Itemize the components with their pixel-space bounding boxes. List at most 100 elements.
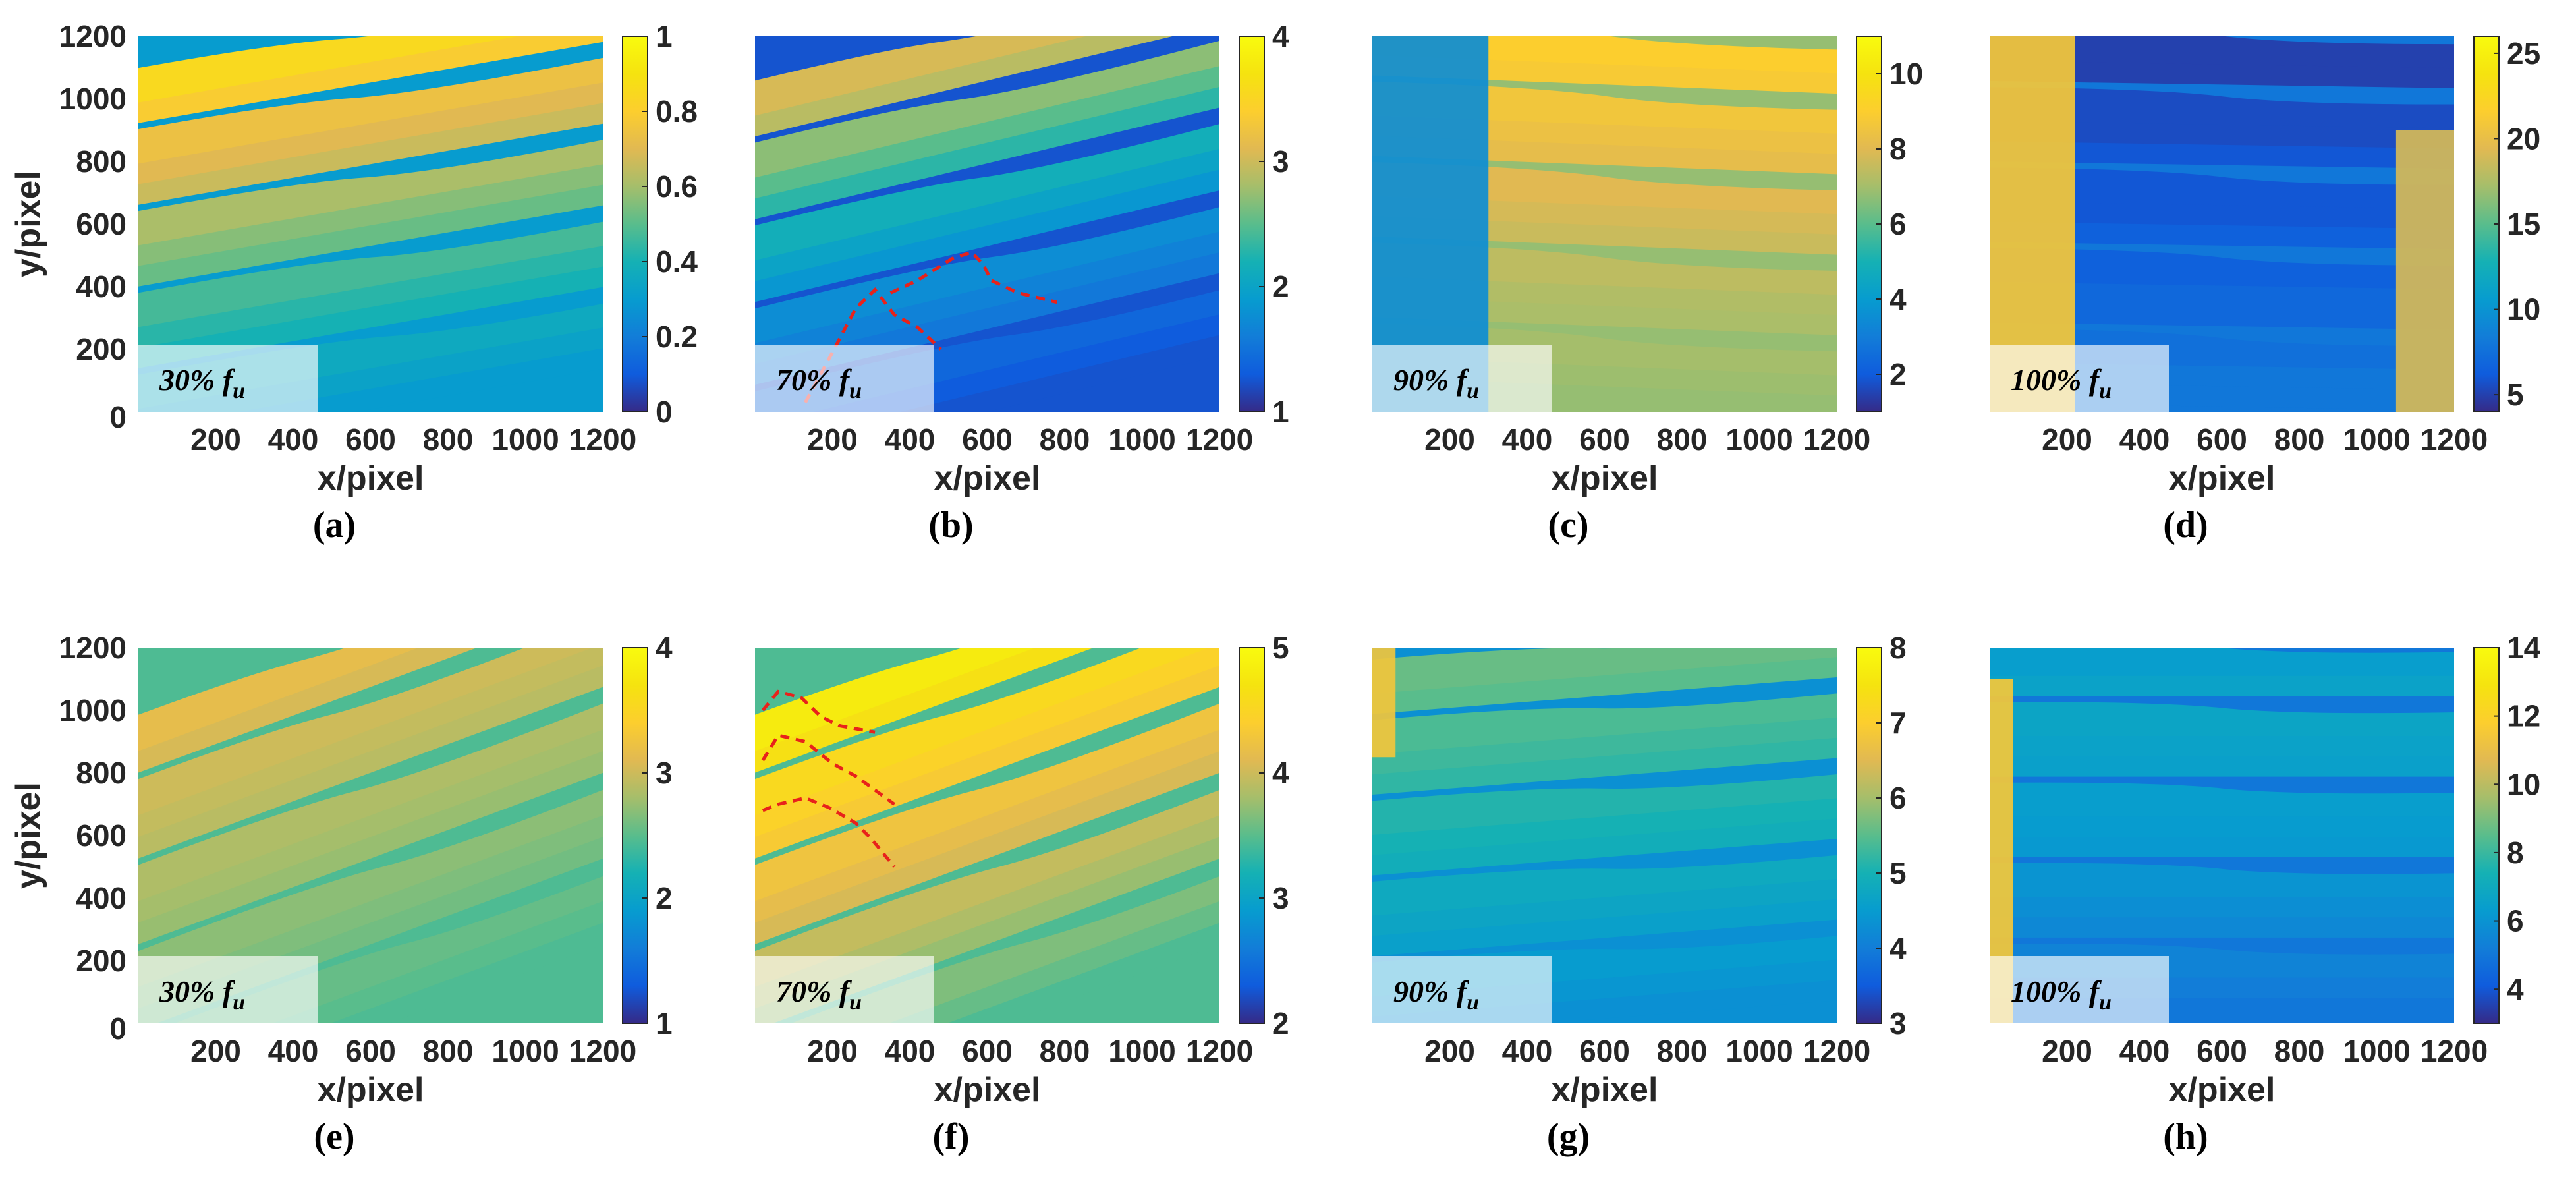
x-tick-label: 400 — [1502, 422, 1553, 457]
contour-band — [755, 648, 1219, 990]
x-tick-label: 1000 — [491, 1034, 559, 1068]
x-tick-label: 600 — [1579, 1034, 1630, 1068]
annotation-symbol: f — [223, 975, 236, 1008]
y-tick-label: 800 — [76, 756, 126, 790]
x-tick-label: 800 — [1657, 1034, 1708, 1068]
y-tick-label: 1200 — [59, 19, 126, 53]
colorbar — [1239, 36, 1265, 412]
x-tick-label: 1000 — [1108, 1034, 1175, 1068]
colorbar-tick-label: 0.8 — [656, 94, 698, 128]
colorbar — [622, 647, 648, 1024]
contour-band — [1372, 826, 1837, 936]
heatmap-field — [1372, 36, 1837, 412]
contour-band — [1372, 946, 1837, 1023]
annotation-percent: 100% — [2011, 363, 2089, 397]
contour-band — [1372, 198, 1837, 266]
panel-g: 90% fu 200 400 600 800 1000 1200 x/pixel (g) 3 4 5 6… — [1372, 631, 1907, 1157]
colorbar-tick-label: 3 — [1272, 881, 1289, 915]
contour-band — [1372, 177, 1837, 245]
contour-band — [1372, 77, 1837, 144]
annotation-label: 100% fu — [2011, 975, 2112, 1015]
contour-band — [1372, 358, 1837, 412]
contour-band — [1372, 157, 1837, 225]
x-axis-label: x/pixel — [1552, 1071, 1658, 1109]
colorbar-tick-label: 6 — [1890, 781, 1907, 815]
x-tick-label: 1200 — [1803, 422, 1870, 457]
annotation-label: 30% fu — [159, 975, 245, 1015]
y-tick-label: 400 — [76, 270, 126, 304]
colorbar-tick-label: 1 — [656, 1006, 673, 1040]
contour-band — [755, 59, 1219, 322]
dashed-boundary — [889, 250, 1057, 304]
contour-band — [755, 36, 1219, 243]
annotation-subscript: u — [2099, 990, 2112, 1015]
contour-band — [1372, 706, 1837, 816]
colorbar-tick-label: 2 — [656, 881, 673, 915]
contour-band — [138, 648, 603, 876]
colorbar-tick-label: 25 — [2507, 36, 2540, 71]
contour-band — [1990, 36, 2454, 72]
x-tick-label: 1000 — [1725, 422, 1793, 457]
colorbar-tick-label: 2 — [1890, 357, 1907, 391]
x-tick-label: 200 — [1424, 1034, 1475, 1068]
annotation-label: 90% fu — [1393, 975, 1479, 1015]
x-tick-label: 600 — [1579, 422, 1630, 457]
contour-band — [755, 254, 1219, 412]
contour-band — [138, 49, 603, 252]
contour-band — [1372, 846, 1837, 956]
colorbar-tick-label: 10 — [2507, 767, 2540, 801]
colorbar-tick-label: 8 — [1890, 631, 1907, 665]
annotation-label: 70% fu — [776, 975, 862, 1015]
panel-h: 100% fu 200 400 600 800 1000 1200 x/pixel (h) 4 6 8… — [1990, 631, 2541, 1157]
x-tick-label: 400 — [885, 422, 936, 457]
x-tick-label: 800 — [1040, 1034, 1090, 1068]
colorbar-tick-label: 6 — [2507, 904, 2524, 938]
panel-label: (g) — [1547, 1116, 1590, 1157]
annotation-box: 70% fu — [755, 345, 934, 412]
x-tick-label: 400 — [2119, 1034, 2170, 1068]
annotation-subscript: u — [233, 379, 245, 403]
panel-label: (e) — [314, 1116, 354, 1157]
contour-band — [138, 648, 603, 858]
contour-band — [1372, 97, 1837, 165]
contour-band — [1990, 47, 2454, 93]
annotation-box: 70% fu — [755, 956, 934, 1023]
annotation-symbol: f — [223, 363, 236, 397]
y-tick-label: 1200 — [59, 631, 126, 665]
contour-band — [755, 215, 1219, 412]
annotation-percent: 100% — [2011, 975, 2089, 1008]
annotation-background — [755, 345, 934, 412]
x-tick-label: 400 — [268, 1034, 319, 1068]
contour-band — [138, 36, 603, 212]
colorbar-tick-label: 5 — [1272, 631, 1289, 665]
contour-band — [1990, 268, 2454, 314]
colorbar-tick-label: 15 — [2507, 207, 2540, 241]
contour-band — [138, 128, 603, 331]
annotation-background — [138, 956, 318, 1023]
panel-a: 30% fu 200 400 600 800 1000 1200 x/pixel 0 200 400… — [9, 19, 698, 546]
contour-band — [1372, 786, 1837, 896]
colorbar-tick-label: 0.2 — [656, 320, 698, 354]
contour-band — [1990, 328, 2454, 374]
contour-band — [755, 648, 1219, 876]
x-tick-label: 1000 — [1108, 422, 1175, 457]
colorbar-tick-label: 10 — [2507, 293, 2540, 327]
dashed-boundary — [761, 733, 895, 806]
x-tick-label: 600 — [962, 1034, 1013, 1068]
y-tick-label: 1000 — [59, 82, 126, 116]
colorbar-tick-label: 3 — [1272, 144, 1289, 179]
contour-band — [1990, 187, 2454, 233]
y-tick-label: 200 — [76, 332, 126, 366]
x-axis-label: x/pixel — [318, 1071, 424, 1109]
x-axis-label: x/pixel — [318, 459, 424, 497]
x-tick-label: 1000 — [491, 422, 559, 457]
annotation-symbol: f — [1457, 975, 1470, 1008]
contour-band — [1990, 349, 2454, 395]
colorbar-tick-label: 4 — [1272, 19, 1289, 53]
contour-band — [1372, 238, 1837, 305]
panel-label: (d) — [2163, 505, 2208, 546]
contour-band — [1990, 107, 2454, 153]
x-tick-label: 600 — [345, 422, 396, 457]
y-tick-label: 1000 — [59, 693, 126, 727]
colorbar-tick-label: 8 — [2507, 836, 2524, 870]
